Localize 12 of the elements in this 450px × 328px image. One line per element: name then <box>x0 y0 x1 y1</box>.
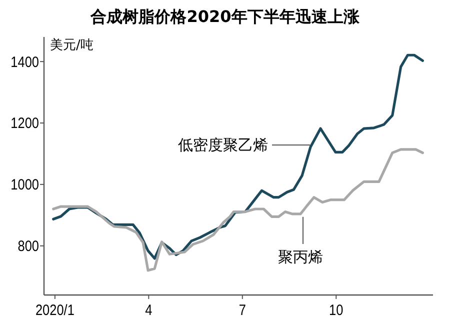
y-tick-label: 1400 <box>10 52 40 70</box>
x-tick-label: 4 <box>145 300 152 318</box>
y-axis-title: 美元/吨 <box>50 37 94 53</box>
x-tick-label: 10 <box>329 300 344 318</box>
y-tick-label: 1000 <box>10 176 40 193</box>
chart-title: 合成树脂价格2020年下半年迅速上涨 <box>90 7 360 26</box>
text: 聚丙烯 <box>278 248 323 266</box>
text: 低密度聚乙烯 <box>178 136 268 154</box>
y-tick-label: 800 <box>18 237 40 254</box>
x-tick-label: 2020/1 <box>35 300 75 318</box>
x-tick-label: 7 <box>238 300 246 318</box>
y-tick-label: 1200 <box>10 114 40 132</box>
